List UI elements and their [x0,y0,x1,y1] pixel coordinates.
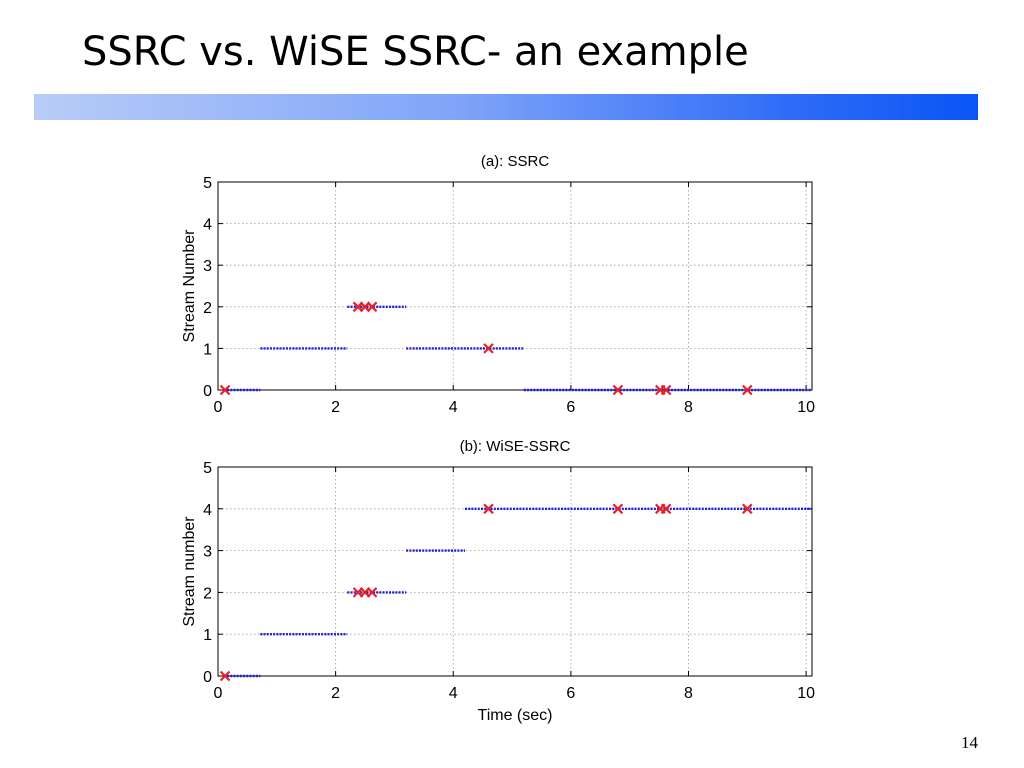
x-tick-label: 6 [566,685,575,702]
y-tick-label: 5 [203,460,212,477]
y-axis-label: Stream Number [181,229,198,343]
page-number: 14 [961,733,978,753]
plot-frame [218,182,812,390]
slide: SSRC vs. WiSE SSRC- an example 0 2 4 6 8 10 0 1… [0,0,1024,768]
x-tick-label: 2 [331,399,340,416]
x-tick-label: 8 [684,399,693,416]
chart-a: 0 2 4 6 8 10 0 1 2 3 4 5 (a): SSRC Stream Number [181,153,815,416]
x-tick-label: 6 [566,399,575,416]
x-tick-label: 4 [449,399,458,416]
x-tick-label: 8 [684,685,693,702]
x-axis-label: Time (sec) [478,707,553,724]
cross-marker [484,344,493,353]
chart-title: (a): SSRC [481,153,550,170]
y-tick-label: 1 [203,341,212,358]
x-tick-label: 4 [449,685,458,702]
x-tick-label: 10 [797,685,815,702]
y-tick-label: 5 [203,175,212,192]
y-tick-label: 0 [203,669,212,686]
chart-title: (b): WiSE-SSRC [460,438,571,455]
y-tick-label: 4 [203,217,212,234]
chart-b: 0 2 4 6 8 10 0 1 2 3 4 5 (b): WiSE-SSRC Stream number… [181,438,815,724]
x-tick-label: 2 [331,685,340,702]
y-tick-label: 1 [203,627,212,644]
y-tick-label: 0 [203,383,212,400]
x-tick-label: 0 [214,685,223,702]
y-tick-label: 3 [203,544,212,561]
x-tick-label: 10 [797,399,815,416]
y-tick-label: 2 [203,585,212,602]
y-tick-label: 3 [203,258,212,275]
charts-canvas: 0 2 4 6 8 10012345(a): SSRCStream Number0 2 4 6 8… [0,0,1024,768]
y-tick-label: 4 [203,502,212,519]
x-tick-label: 0 [214,399,223,416]
y-tick-label: 2 [203,300,212,317]
plot-frame [218,467,812,676]
y-axis-label: Stream number [181,516,198,627]
